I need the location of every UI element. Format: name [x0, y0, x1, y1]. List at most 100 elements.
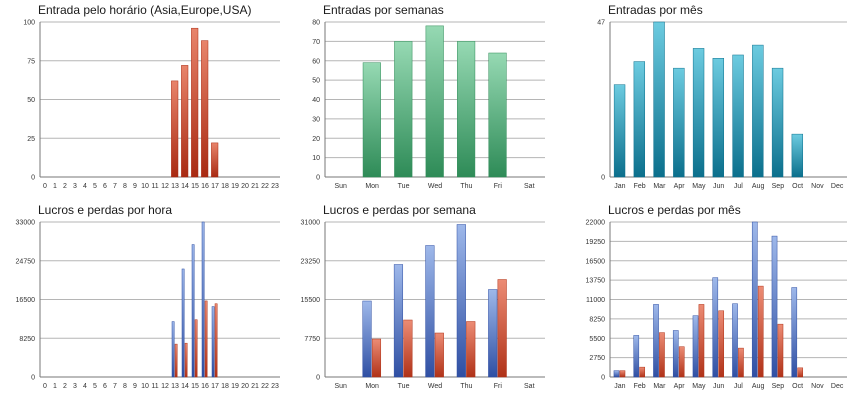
- y-tick-label: 15500: [301, 297, 321, 304]
- x-tick-label: 5: [93, 383, 97, 390]
- x-tick-label: 4: [83, 383, 87, 390]
- bar-may-s1: [692, 315, 699, 378]
- bar-oct-s2: [797, 367, 804, 378]
- x-tick-label: 13: [171, 183, 179, 190]
- y-tick-label: 8250: [19, 336, 35, 343]
- y-tick-label: 33000: [16, 220, 36, 227]
- y-tick-label: 19250: [586, 239, 606, 246]
- bar-17-s1: [211, 306, 215, 378]
- bar-sep-s1: [771, 235, 778, 378]
- x-tick-label: May: [692, 183, 706, 190]
- y-tick-label: 16500: [16, 297, 36, 304]
- x-tick-label: 16: [201, 183, 209, 190]
- y-tick-label: 7750: [304, 336, 320, 343]
- x-tick-label: 18: [221, 383, 229, 390]
- y-tick-label: 70: [312, 39, 320, 46]
- x-tick-label: 20: [241, 183, 249, 190]
- bar-wed-s1: [425, 245, 435, 378]
- bar-wed-s2: [434, 332, 444, 378]
- x-tick-label: 8: [123, 183, 127, 190]
- bar-15-s1: [191, 244, 195, 378]
- x-tick-label: 8: [123, 383, 127, 390]
- bar-16-s1: [201, 221, 205, 378]
- x-tick-label: Sun: [334, 383, 347, 390]
- bar-thu-s2: [466, 321, 476, 378]
- bar-mar-s2: [659, 332, 665, 378]
- y-tick-label: 8250: [589, 316, 605, 323]
- bar-aug-s1: [752, 44, 764, 178]
- x-tick-label: Mon: [365, 383, 379, 390]
- bar-may-s2: [698, 304, 705, 378]
- x-tick-label: 0: [43, 183, 47, 190]
- x-tick-label: Apr: [674, 183, 686, 190]
- bar-jul-s1: [732, 54, 744, 178]
- bar-16-s1: [201, 40, 209, 178]
- x-tick-label: Sep: [772, 383, 785, 390]
- bar-jul-s1: [732, 303, 738, 378]
- bar-jan-s2: [619, 370, 626, 378]
- x-tick-label: 12: [161, 183, 169, 190]
- chart-title: Lucros e perdas por semana: [323, 203, 476, 217]
- x-tick-label: Wed: [428, 383, 442, 390]
- bar-mon-s2: [371, 338, 382, 378]
- y-tick-label: 25: [27, 136, 35, 143]
- y-tick-label: 0: [601, 175, 605, 182]
- x-tick-label: Mon: [365, 183, 379, 190]
- y-tick-label: 11000: [586, 297, 605, 304]
- bar-14-s1: [181, 268, 185, 378]
- x-tick-label: 3: [73, 183, 77, 190]
- y-tick-label: 40: [312, 97, 320, 104]
- x-tick-label: 23: [271, 383, 279, 390]
- x-tick-label: 0: [43, 383, 47, 390]
- bar-mon-s1: [362, 62, 381, 178]
- x-tick-label: Jun: [713, 383, 724, 390]
- x-tick-label: 12: [161, 383, 169, 390]
- x-tick-label: 13: [171, 383, 179, 390]
- bar-tue-s1: [394, 41, 413, 178]
- bar-apr-s2: [678, 346, 685, 378]
- x-tick-label: 1: [53, 183, 57, 190]
- x-tick-label: Tue: [398, 183, 410, 190]
- x-tick-label: Mar: [653, 383, 666, 390]
- bar-feb-s2: [639, 366, 646, 378]
- chart-title: Entradas por mês: [608, 3, 703, 17]
- y-tick-label: 100: [23, 20, 35, 27]
- x-tick-label: 14: [181, 383, 189, 390]
- y-tick-label: 0: [31, 175, 35, 182]
- x-tick-label: 16: [201, 383, 209, 390]
- y-tick-label: 0: [316, 375, 320, 382]
- y-tick-label: 60: [312, 58, 320, 65]
- bar-jun-s1: [712, 277, 719, 378]
- bar-13-s1: [171, 80, 179, 178]
- x-tick-label: 21: [251, 383, 259, 390]
- x-tick-label: 10: [141, 383, 149, 390]
- y-tick-label: 30: [312, 116, 320, 123]
- x-tick-label: 22: [261, 183, 269, 190]
- x-tick-label: 14: [181, 183, 189, 190]
- x-tick-label: Fri: [494, 183, 503, 190]
- x-tick-label: Jun: [713, 183, 724, 190]
- bar-jul-s2: [738, 347, 744, 378]
- x-tick-label: 15: [191, 383, 199, 390]
- bar-sep-s2: [777, 323, 784, 378]
- x-tick-label: 7: [113, 383, 117, 390]
- x-tick-label: 2: [63, 183, 67, 190]
- x-tick-label: Oct: [792, 183, 803, 190]
- x-tick-label: Aug: [752, 383, 765, 390]
- x-tick-label: 17: [211, 383, 219, 390]
- x-tick-label: Dec: [831, 383, 844, 390]
- x-tick-label: 7: [113, 183, 117, 190]
- x-tick-label: Jan: [614, 383, 625, 390]
- y-tick-label: 13750: [586, 278, 606, 285]
- bar-15-s1: [191, 27, 199, 178]
- y-tick-label: 80: [312, 20, 320, 27]
- x-tick-label: Fri: [494, 383, 503, 390]
- bar-tue-s1: [393, 264, 404, 378]
- bar-fri-s1: [488, 289, 498, 378]
